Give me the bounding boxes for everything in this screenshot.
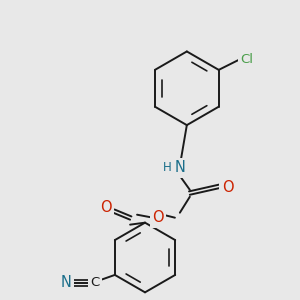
Text: C: C: [90, 276, 100, 290]
Text: O: O: [222, 180, 233, 195]
Text: O: O: [100, 200, 112, 215]
Text: Cl: Cl: [240, 53, 253, 66]
Text: N: N: [61, 275, 71, 290]
Text: H: H: [163, 161, 171, 174]
Text: O: O: [152, 210, 164, 225]
Text: N: N: [174, 160, 185, 175]
